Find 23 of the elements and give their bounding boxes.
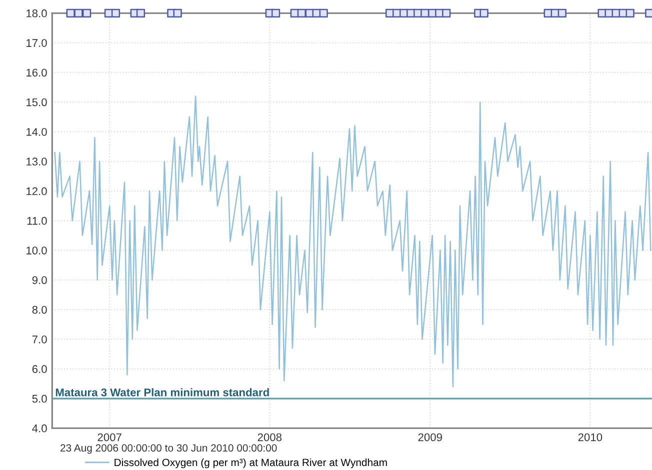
- y-tick-label: 12.0: [26, 187, 47, 196]
- line-series: [54, 96, 652, 388]
- y-tick-label: 13.0: [26, 158, 47, 166]
- y-tick-label: 16.0: [26, 68, 47, 77]
- x-tick-label: 2009: [418, 433, 442, 442]
- y-tick-label: 10.0: [26, 246, 47, 254]
- y-tick-label: 15.0: [26, 98, 47, 106]
- y-tick-label: 18.0: [26, 9, 47, 18]
- y-tick-label: 4.0: [32, 424, 47, 432]
- x-tick-label: 2010: [578, 433, 602, 442]
- text: 23 Aug 2006 00:00:00 to 30 Jun 2010 00:00:00: [60, 444, 277, 454]
- x-tick-label: 2007: [98, 433, 122, 442]
- y-tick-label: 9.0: [32, 276, 47, 284]
- ref-line-label: Mataura 3 Water Plan minimum standard: [56, 388, 269, 396]
- y-tick-label: 7.0: [32, 336, 47, 344]
- legend-label: Dissolved Oxygen (g per m³) at Mataura River at Wyndham: [114, 458, 387, 468]
- y-tick-label: 14.0: [26, 128, 47, 136]
- y-tick-label: 5.0: [32, 394, 47, 403]
- y-tick-label: 17.0: [26, 39, 47, 47]
- y-tick-label: 6.0: [32, 365, 47, 374]
- x-tick-label: 2008: [258, 433, 282, 442]
- y-tick-label: 8.0: [32, 306, 47, 314]
- y-tick-label: 11.0: [27, 216, 47, 225]
